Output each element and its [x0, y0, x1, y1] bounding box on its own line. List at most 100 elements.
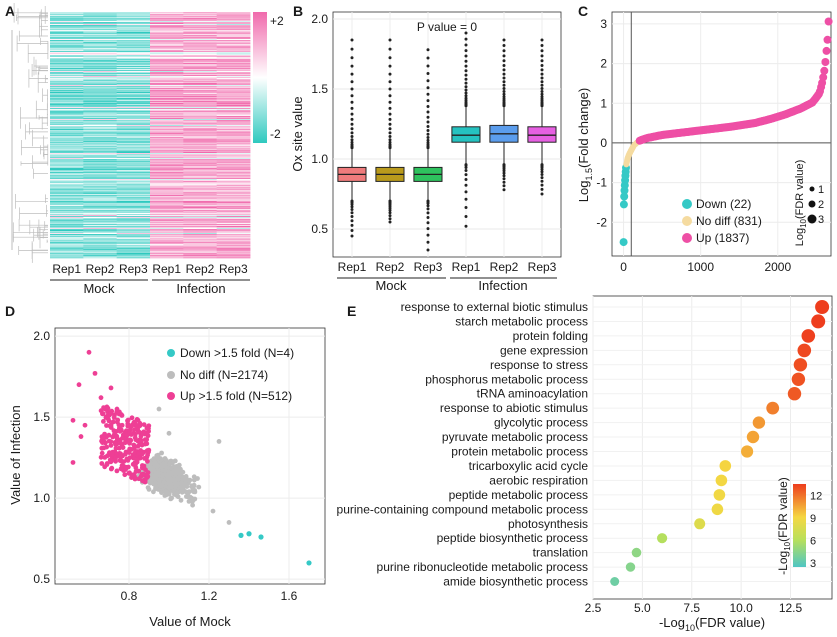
- heatmap-cell: [83, 247, 118, 249]
- heatmap-cell: [116, 181, 151, 183]
- heatmap-cell: [116, 59, 151, 61]
- data-point-up: [118, 458, 124, 464]
- heatmap-cell: [83, 240, 118, 242]
- heatmap-cell: [83, 86, 118, 88]
- heatmap-cell: [83, 204, 118, 206]
- heatmap-cell: [83, 102, 118, 104]
- heatmap-cell: [150, 148, 184, 150]
- heatmap-cell: [216, 104, 251, 106]
- heatmap-cell: [183, 35, 218, 37]
- box-6: [527, 38, 557, 196]
- heatmap-cell: [116, 73, 151, 75]
- heatmap-cell: [83, 145, 118, 147]
- heatmap-cell: [50, 57, 84, 59]
- heatmap-cell: [116, 213, 151, 215]
- heatmap-cell: [183, 53, 218, 55]
- heatmap-cell: [183, 251, 218, 253]
- heatmap-cell: [216, 85, 251, 87]
- heatmap-cell: [150, 194, 184, 196]
- outlier: [464, 163, 468, 167]
- heatmap-cell: [183, 167, 218, 169]
- heatmap-cell: [116, 199, 151, 201]
- heatmap-cell: [50, 131, 84, 133]
- term-label: response to external biotic stimulus: [401, 300, 588, 314]
- heatmap-cell: [50, 141, 84, 143]
- data-point: [620, 192, 629, 201]
- outlier: [502, 174, 506, 178]
- heatmap-cell: [216, 14, 251, 16]
- outlier: [540, 176, 544, 180]
- heatmap-cell: [216, 26, 251, 28]
- heatmap-cell: [183, 75, 218, 77]
- y-axis-label: Log1.5(Fold change): [576, 88, 594, 202]
- data-point-up: [125, 423, 131, 429]
- heatmap-cell: [50, 65, 84, 67]
- heatmap-cell: [150, 90, 184, 92]
- heatmap-cell: [116, 45, 151, 47]
- heatmap-cell: [150, 241, 184, 243]
- outlier: [350, 131, 354, 135]
- heatmap-cell: [216, 242, 251, 244]
- heatmap-cell: [116, 78, 151, 80]
- heatmap-cell: [150, 92, 184, 94]
- heatmap-cell: [116, 221, 151, 223]
- colorbar-title-main: -Log: [776, 551, 790, 575]
- heatmap-cell: [50, 85, 84, 87]
- heatmap-cell: [150, 54, 184, 56]
- x-tick-label: 0: [620, 260, 627, 274]
- heatmap-cell: [50, 152, 84, 154]
- legend-label-up: Up >1.5 fold (N=512): [180, 389, 292, 403]
- heatmap-cell: [83, 121, 118, 123]
- heatmap-cell: [50, 173, 84, 175]
- heatmap-cell: [216, 129, 251, 131]
- heatmap-cell: [183, 189, 218, 191]
- heatmap-cell: [116, 75, 151, 77]
- heatmap-cell: [50, 51, 84, 53]
- heatmap-cell: [183, 197, 218, 199]
- heatmap-cell: [183, 63, 218, 65]
- data-point-up: [137, 420, 143, 426]
- heatmap-cell: [50, 154, 84, 156]
- heatmap-cell: [83, 56, 118, 58]
- heatmap-cell: [116, 151, 151, 153]
- legend-dot-up: [167, 392, 175, 400]
- heatmap-cell: [83, 170, 118, 172]
- heatmap-cell: [83, 242, 118, 244]
- heatmap-cell: [216, 193, 251, 195]
- heatmap-cell: [183, 192, 218, 194]
- heatmap-cell: [83, 50, 118, 52]
- heatmap-cell: [116, 145, 151, 147]
- data-point-up: [78, 434, 84, 439]
- heatmap-cell: [83, 49, 118, 51]
- heatmap: [50, 12, 251, 259]
- heatmap-cell: [183, 245, 218, 247]
- heatmap-cell: [150, 189, 184, 191]
- outlier: [388, 220, 392, 224]
- heatmap-cell: [183, 196, 218, 198]
- heatmap-cell: [150, 158, 184, 160]
- heatmap-cell: [150, 176, 184, 178]
- heatmap-cell: [50, 169, 84, 171]
- heatmap-cell: [183, 22, 218, 24]
- heatmap-cell: [116, 67, 151, 69]
- heatmap-cell: [183, 254, 218, 256]
- heatmap-cell: [116, 53, 151, 55]
- heatmap-cell: [150, 57, 184, 59]
- heatmap-cell: [50, 17, 84, 19]
- outlier: [540, 92, 544, 96]
- heatmap-cell: [150, 125, 184, 127]
- heatmap-cell: [116, 90, 151, 92]
- heatmap-cell: [216, 121, 251, 123]
- heatmap-cell: [216, 176, 251, 178]
- heatmap-cell: [216, 120, 251, 122]
- data-point-up: [106, 438, 112, 444]
- heatmap-cell: [150, 77, 184, 79]
- outlier: [350, 211, 354, 215]
- heatmap-cell: [116, 185, 151, 187]
- heatmap-cell: [216, 36, 251, 38]
- heatmap-cell: [150, 203, 184, 205]
- outlier: [426, 141, 430, 145]
- data-point-nodiff: [154, 453, 160, 458]
- data-point-up: [131, 455, 137, 461]
- heatmap-cell: [183, 143, 218, 145]
